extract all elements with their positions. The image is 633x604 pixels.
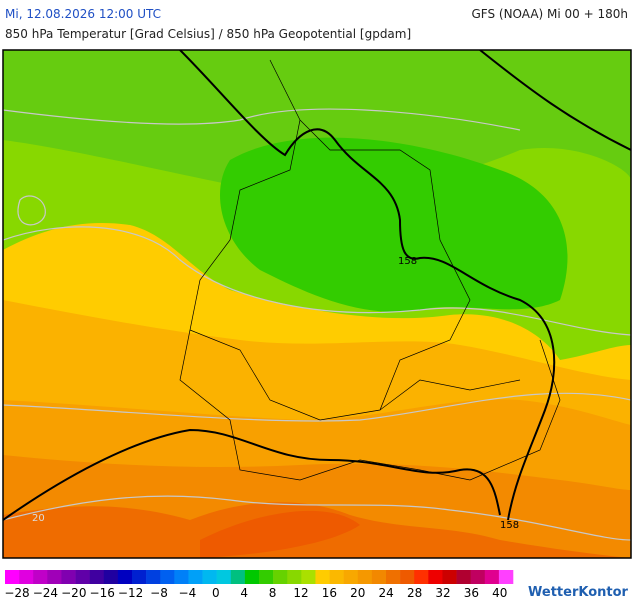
colorbar-label: −16 <box>90 586 115 600</box>
colorbar-swatch <box>456 570 471 584</box>
subtitle: 850 hPa Temperatur [Grad Celsius] / 850 … <box>5 27 411 41</box>
colorbar-swatch <box>33 570 48 584</box>
colorbar-swatch <box>244 570 260 584</box>
temp-band <box>220 137 568 312</box>
colorbar-swatch <box>484 570 500 584</box>
colorbar-swatch <box>301 570 316 584</box>
colorbar-swatch <box>103 570 119 584</box>
colorbar-swatch <box>287 570 302 584</box>
logo: WetterKontor <box>528 585 629 600</box>
isotherms <box>3 108 631 541</box>
colorbar-label: 32 <box>435 586 450 600</box>
colorbar-swatch <box>61 570 76 584</box>
colorbar-label: 36 <box>464 586 479 600</box>
colorbar-swatch <box>343 570 359 584</box>
colorbar-swatch <box>160 570 175 584</box>
colorbar-label: 4 <box>240 586 248 600</box>
colorbar-label: −24 <box>33 586 58 600</box>
colorbar-label: 8 <box>269 586 277 600</box>
colorbar-swatch <box>5 570 20 584</box>
colorbar-label: −20 <box>61 586 86 600</box>
colorbar-swatch <box>146 570 161 584</box>
colorbar-swatch <box>371 570 387 584</box>
colorbar-swatch <box>315 570 330 584</box>
colorbar-swatch <box>386 570 401 584</box>
colorbar-label: 28 <box>407 586 422 600</box>
colorbar-label: 12 <box>293 586 308 600</box>
colorbar-label: 0 <box>212 586 220 600</box>
colorbar-swatch <box>174 570 189 584</box>
colorbar-label: 16 <box>322 586 337 600</box>
colorbar-label: −8 <box>150 586 168 600</box>
colorbar-swatch <box>400 570 415 584</box>
colorbar-swatch <box>75 570 90 584</box>
colorbar-label: −12 <box>118 586 143 600</box>
colorbar-swatch <box>216 570 232 584</box>
map: 158 158 20 <box>2 49 632 559</box>
colorbar-label: 40 <box>492 586 507 600</box>
colorbar-label: 20 <box>350 586 365 600</box>
model-run: GFS (NOAA) Mi 00 + 180h <box>471 7 628 21</box>
colorbar-swatch <box>117 570 133 584</box>
colorbar-swatch <box>414 570 429 584</box>
geopotential-contours <box>3 50 631 521</box>
colorbar-swatch <box>357 570 373 584</box>
colorbar-label: 24 <box>379 586 394 600</box>
colorbar-swatch <box>202 570 217 584</box>
colorbar-swatch <box>428 570 443 584</box>
colorbar-swatch <box>329 570 344 584</box>
colorbar-swatch <box>19 570 34 584</box>
colorbar-label: −28 <box>4 586 29 600</box>
contour-label: 158 <box>500 520 519 531</box>
colorbar-swatch <box>188 570 203 584</box>
colorbar-swatch <box>230 570 246 584</box>
colorbar: −28 −24 −20 −16 −12 −8 −4 0 4 8 12 16 20 24 28 32 36 40 <box>4 570 514 600</box>
colorbar-swatch <box>470 570 486 584</box>
colorbar-swatch <box>47 570 62 584</box>
colorbar-swatch <box>498 570 514 584</box>
contour-label: 158 <box>398 256 417 267</box>
contour-label: 20 <box>32 513 45 524</box>
borders <box>179 59 561 481</box>
colorbar-swatch <box>273 570 288 584</box>
colorbar-swatch <box>132 570 147 584</box>
map-frame <box>2 49 632 559</box>
colorbar-label: −4 <box>179 586 197 600</box>
colorbar-swatch <box>89 570 105 584</box>
colorbar-swatch <box>259 570 274 584</box>
datetime: Mi, 12.08.2026 12:00 UTC <box>5 7 161 21</box>
colorbar-swatch <box>442 570 457 584</box>
temp-band <box>200 510 360 558</box>
